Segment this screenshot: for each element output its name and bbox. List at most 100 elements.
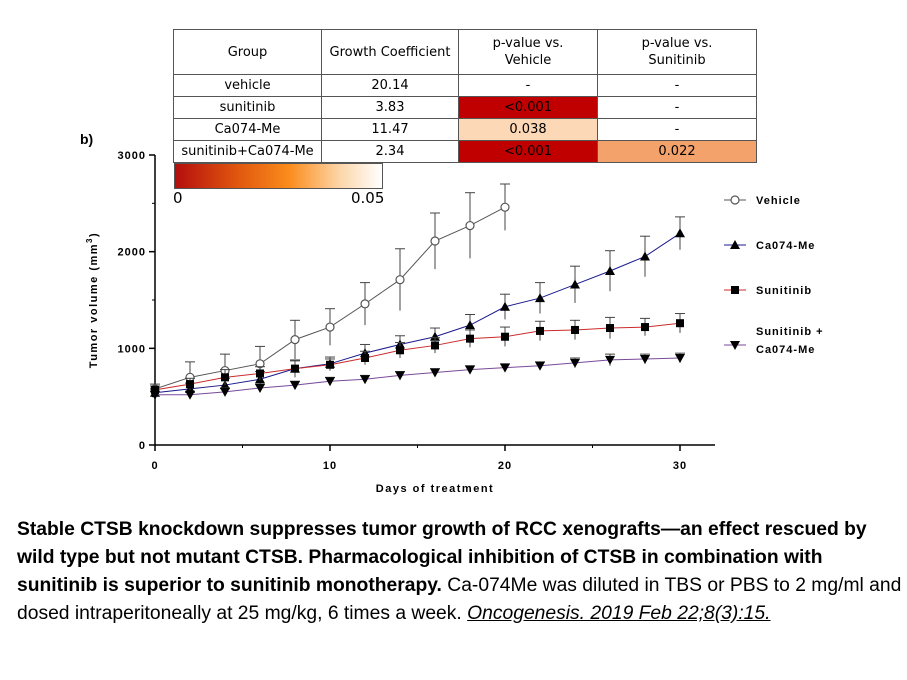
data-point: [640, 251, 650, 261]
series-line: [154, 232, 681, 394]
data-point: [326, 360, 334, 369]
header-line: p-value vs.: [641, 36, 713, 51]
data-point: [360, 299, 370, 309]
y-tick-label: 2000: [118, 247, 146, 259]
data-point: [536, 326, 544, 335]
header-growth-coefficient: Growth Coefficient: [321, 29, 459, 75]
data-point: [256, 369, 264, 378]
data-point: [221, 373, 229, 382]
panel-label: b): [80, 131, 94, 147]
data-point: [605, 355, 615, 365]
x-tick-label: 30: [673, 460, 687, 472]
data-point: [150, 390, 160, 400]
data-point: [675, 354, 685, 363]
data-point: [535, 361, 545, 371]
legend-label: Vehicle: [756, 195, 801, 207]
data-point: [500, 363, 510, 373]
data-point: [571, 325, 579, 334]
x-tick-label: 10: [323, 460, 337, 472]
legend-label: Sunitinib +: [756, 326, 824, 338]
y-tick-label: 3000: [118, 150, 146, 162]
data-point: [570, 279, 580, 289]
cell-p-vehicle: <0.001: [458, 140, 598, 163]
stats-table: Group Growth Coefficient p-value vs. Vehi…: [173, 29, 757, 163]
header-line: Vehicle: [504, 53, 552, 68]
data-point: [730, 341, 740, 350]
table-row: vehicle 20.14- -: [173, 74, 757, 97]
cell-group: sunitinib+Ca074-Me: [173, 140, 322, 163]
data-point: [676, 319, 684, 328]
pvalue-colorbar: [174, 163, 383, 189]
data-point: [430, 368, 440, 378]
data-point: [396, 346, 404, 355]
cell-p-sunitinib: -: [597, 118, 757, 141]
data-point: [730, 240, 740, 249]
caption-bold: Stable CTSB knockdown suppresses tumor g…: [17, 519, 867, 596]
data-point: [360, 375, 370, 385]
header-p-sunitinib: p-value vs. Sunitinib: [597, 29, 757, 75]
data-point: [535, 293, 545, 303]
legend-label: Ca074-Me: [756, 344, 815, 356]
cell-p-sunitinib: 0.022: [597, 140, 757, 163]
data-point: [185, 390, 195, 400]
series-line: [155, 357, 681, 396]
header-line: p-value vs.: [492, 36, 564, 51]
data-point: [361, 354, 369, 362]
legend-item: Sunitinib + Ca074-Me: [724, 326, 824, 356]
colorbar-min-label: 0: [173, 189, 183, 207]
caption-body: Ca-074Me was diluted in TBS or PBS to 2 …: [17, 575, 902, 624]
legend-item: Ca074-Me: [724, 240, 815, 252]
tumor-growth-chart: 0 1000 2000 3000 0 10 20 30 Days of treatment Tum…: [85, 150, 824, 495]
data-point: [465, 320, 475, 330]
data-point: [501, 332, 509, 341]
data-point: [605, 266, 615, 275]
table-header-row: Group Growth Coefficient p-value vs. Vehi…: [173, 29, 757, 75]
x-axis-label: Days of treatment: [376, 483, 494, 495]
data-point: [731, 286, 739, 294]
y-tick-label: 1000: [118, 343, 146, 355]
data-point: [395, 275, 405, 285]
series-sunitinib: [150, 313, 685, 394]
data-point: [500, 301, 510, 311]
x-tick-label: 0: [151, 460, 158, 472]
data-point: [290, 381, 300, 391]
data-point: [186, 380, 194, 389]
data-point: [220, 387, 230, 397]
header-line: Growth Coefficient: [329, 44, 451, 60]
legend-label: Sunitinib: [756, 285, 812, 297]
data-point: [430, 236, 440, 246]
data-point: [730, 195, 740, 205]
table-row: Ca074-Me 11.47 0.038-: [173, 118, 757, 141]
data-point: [641, 323, 649, 332]
series-sunitinib-ca074-me: [150, 352, 685, 400]
data-point: [465, 220, 475, 231]
data-point: [325, 322, 335, 332]
data-point: [255, 383, 265, 393]
legend-item: Vehicle: [724, 195, 801, 207]
y-tick-label: 0: [139, 440, 146, 452]
legend-label: Ca074-Me: [756, 240, 815, 252]
series-line: [154, 322, 681, 391]
data-point: [291, 364, 299, 373]
header-line: Sunitinib: [648, 53, 706, 68]
header-group: Group: [173, 29, 322, 75]
data-point: [606, 324, 614, 333]
table-row: sunitinib+Ca074-Me 2.34 <0.001 0.022: [173, 140, 757, 163]
data-point: [500, 202, 510, 212]
cell-p-vehicle: <0.001: [458, 96, 598, 119]
data-point: [395, 371, 405, 381]
figure-caption: Stable CTSB knockdown suppresses tumor g…: [17, 516, 902, 628]
data-point: [290, 335, 300, 345]
cell-p-sunitinib: -: [597, 74, 757, 97]
legend-item: Sunitinib: [724, 285, 812, 297]
data-point: [431, 341, 439, 350]
data-point: [465, 365, 475, 375]
data-point: [151, 385, 159, 394]
cell-growth-coefficient: 2.34: [321, 140, 459, 163]
data-point: [570, 358, 580, 368]
y-axis-label: Tumor volume (mm3): [85, 232, 100, 368]
table-row: sunitinib 3.83 <0.001-: [173, 96, 757, 119]
caption-citation: Oncogenesis. 2019 Feb 22;8(3):15.: [467, 603, 771, 624]
x-tick-label: 20: [498, 460, 512, 472]
data-point: [675, 228, 685, 238]
